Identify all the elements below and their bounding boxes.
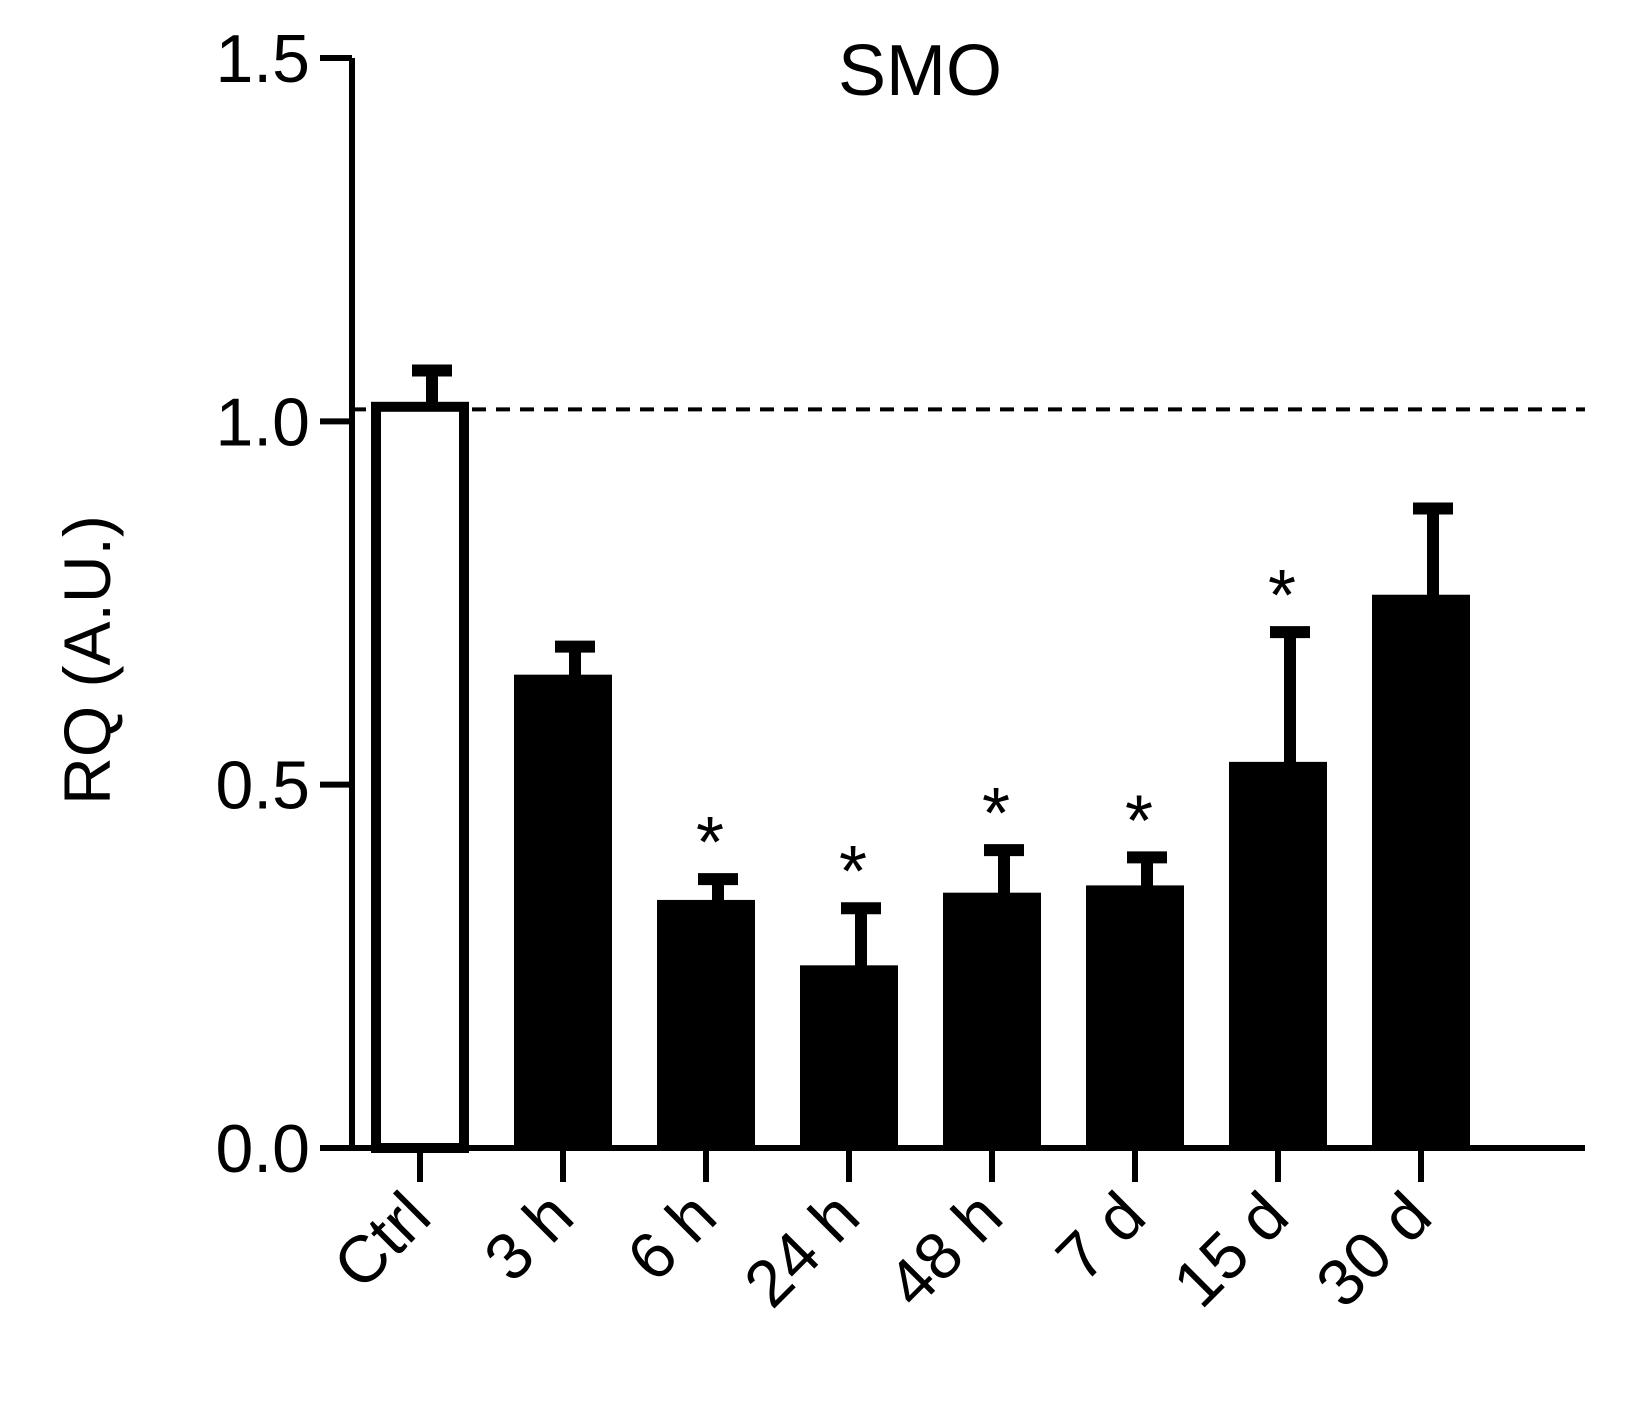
bar-ctrl — [371, 401, 469, 1153]
x-tick-label: 6 h — [613, 1178, 730, 1295]
plot-area: 0.0 0.5 1.0 1.5 Ctrl 3 h * 6 h * 24 h * 48 h * 7 d * 15… — [215, 21, 1585, 1321]
y-tick-label: 0.5 — [215, 748, 310, 824]
bar-24h — [800, 965, 898, 1149]
significance-mark: * — [1268, 556, 1296, 636]
x-tick-label: 15 d — [1159, 1178, 1302, 1321]
bar-48h — [943, 892, 1041, 1150]
x-tick-label: 3 h — [470, 1178, 587, 1295]
x-tick-label: 48 h — [873, 1178, 1016, 1321]
bar-30d — [1372, 594, 1470, 1149]
y-tick-label: 1.5 — [215, 21, 310, 97]
x-tick-label: 7 d — [1042, 1178, 1159, 1295]
x-tick-label: Ctrl — [319, 1178, 444, 1303]
x-tick-label: 30 d — [1302, 1178, 1445, 1321]
y-tick-label: 1.0 — [215, 384, 310, 460]
bar-15d — [1229, 761, 1327, 1149]
significance-mark: * — [696, 803, 724, 883]
significance-mark: * — [1125, 781, 1153, 861]
y-axis-label: RQ (A.U.) — [50, 515, 124, 805]
significance-mark: * — [982, 774, 1010, 854]
bar-6h — [657, 899, 755, 1150]
x-tick-label: 24 h — [730, 1178, 873, 1321]
bar-7d — [1086, 885, 1184, 1150]
y-tick-label: 0.0 — [215, 1111, 310, 1187]
significance-mark: * — [839, 832, 867, 912]
chart-title: SMO — [838, 31, 1002, 111]
bar-3h — [514, 674, 612, 1150]
